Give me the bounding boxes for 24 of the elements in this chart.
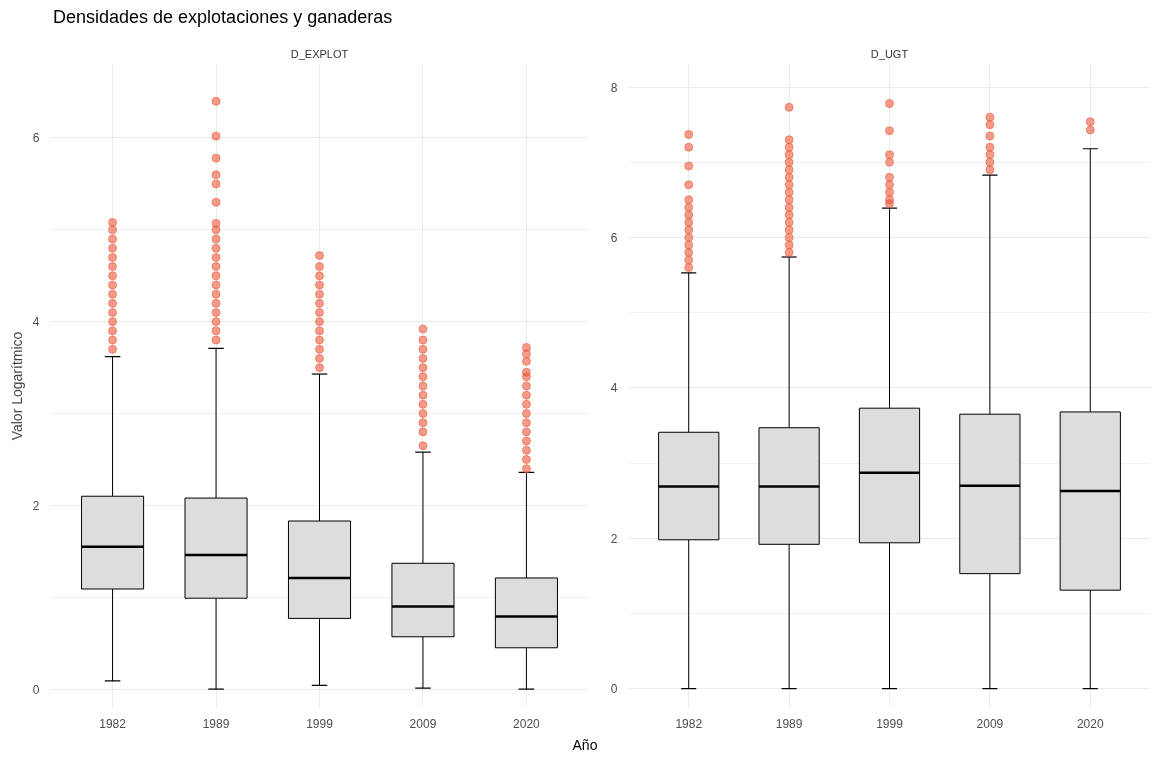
x-tick-label: 1982 <box>99 716 127 731</box>
x-tick-label: 1989 <box>775 716 803 731</box>
x-tick-label: 2009 <box>409 716 437 731</box>
y-tick-label: 6 <box>610 230 618 245</box>
y-tick-label: 2 <box>32 498 40 513</box>
x-tick-label: 2020 <box>1076 716 1104 731</box>
chart-title: Densidades de explotaciones y ganaderas <box>53 6 393 29</box>
x-tick-label: 2020 <box>513 716 541 731</box>
x-tick-label: 1989 <box>202 716 230 731</box>
y-tick-label: 4 <box>32 315 40 330</box>
x-tick-label: 2009 <box>976 716 1004 731</box>
y-tick-label: 0 <box>32 682 40 697</box>
x-axis-title: Año <box>572 736 598 755</box>
y-tick-label: 6 <box>32 131 40 146</box>
y-axis-title: Valor Logarítmico <box>8 331 25 441</box>
y-tick-label: 8 <box>610 80 618 95</box>
y-tick-label: 0 <box>610 682 618 697</box>
y-tick-label: 4 <box>610 381 618 396</box>
x-tick-label: 1982 <box>675 716 703 731</box>
x-tick-label: 1999 <box>876 716 904 731</box>
x-tick-label: 1999 <box>306 716 334 731</box>
y-tick-label: 2 <box>610 531 618 546</box>
chart-subtitle: D_EXPLOT <box>290 47 349 60</box>
chart-subtitle: D_UGT <box>870 47 909 60</box>
